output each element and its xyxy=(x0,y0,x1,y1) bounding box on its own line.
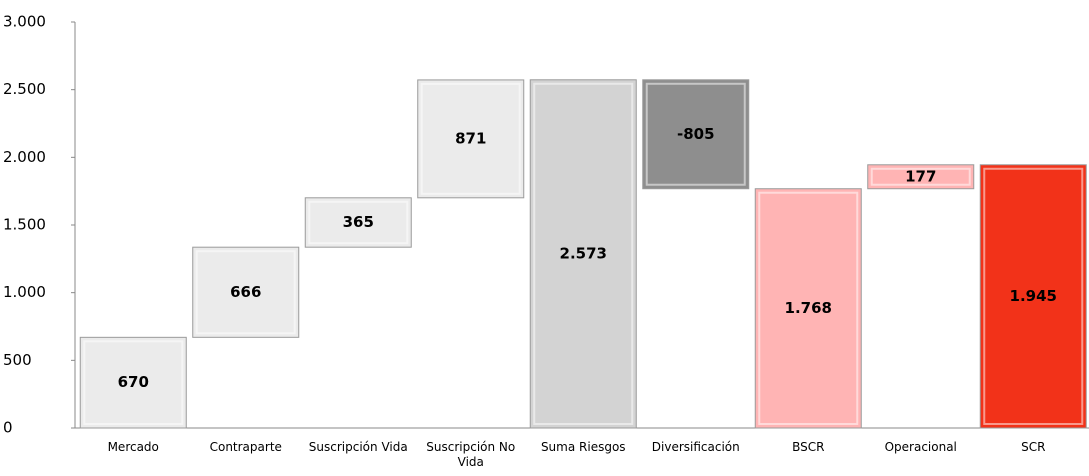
bar xyxy=(192,246,300,338)
value-label: 1.768 xyxy=(785,299,832,317)
y-tick-label: 3.000 xyxy=(3,13,46,31)
bar-bevel xyxy=(870,167,971,186)
x-tick-label: Diversificación xyxy=(651,440,740,454)
value-label: 177 xyxy=(905,167,936,185)
bar xyxy=(529,79,637,429)
y-tick-label: 0 xyxy=(3,419,13,437)
y-tick-label: 500 xyxy=(3,351,32,369)
x-tick-label: Suma Riesgos xyxy=(540,440,626,454)
bar-bevel xyxy=(533,82,634,426)
y-tick-label: 2.000 xyxy=(3,148,46,166)
bar xyxy=(754,188,862,429)
x-tick-label: Operacional xyxy=(884,440,957,454)
value-label: 365 xyxy=(343,213,374,231)
value-label: 666 xyxy=(230,283,261,301)
y-tick-label: 1.000 xyxy=(3,283,46,301)
x-tick-label: BSCR xyxy=(792,440,825,454)
bar-bevel xyxy=(983,167,1084,425)
y-tick-label: 1.500 xyxy=(3,216,46,234)
x-tick-label: Mercado xyxy=(107,440,159,454)
y-tick-label: 2.500 xyxy=(3,80,46,98)
bar-bevel xyxy=(420,82,521,195)
value-label: 670 xyxy=(118,373,149,391)
bar-bevel xyxy=(758,191,859,425)
x-tick-label: Suscripción No Vida xyxy=(426,440,516,469)
value-label: 871 xyxy=(455,129,486,147)
x-tick-label: SCR xyxy=(1021,440,1046,454)
bar-bevel xyxy=(195,250,296,335)
bar xyxy=(304,197,412,248)
x-tick-label: Suscripción Vida xyxy=(308,440,408,454)
bar xyxy=(79,336,187,429)
bar xyxy=(417,79,525,199)
bar-bevel xyxy=(308,200,409,245)
bar xyxy=(642,79,750,190)
value-label: -805 xyxy=(677,125,715,143)
bar xyxy=(979,164,1087,429)
x-tick-label: Contraparte xyxy=(209,440,282,454)
bar-bevel xyxy=(83,340,184,425)
value-label: 1.945 xyxy=(1010,287,1057,305)
bar xyxy=(867,164,975,190)
bar-bevel xyxy=(645,82,746,186)
value-label: 2.573 xyxy=(560,244,607,262)
